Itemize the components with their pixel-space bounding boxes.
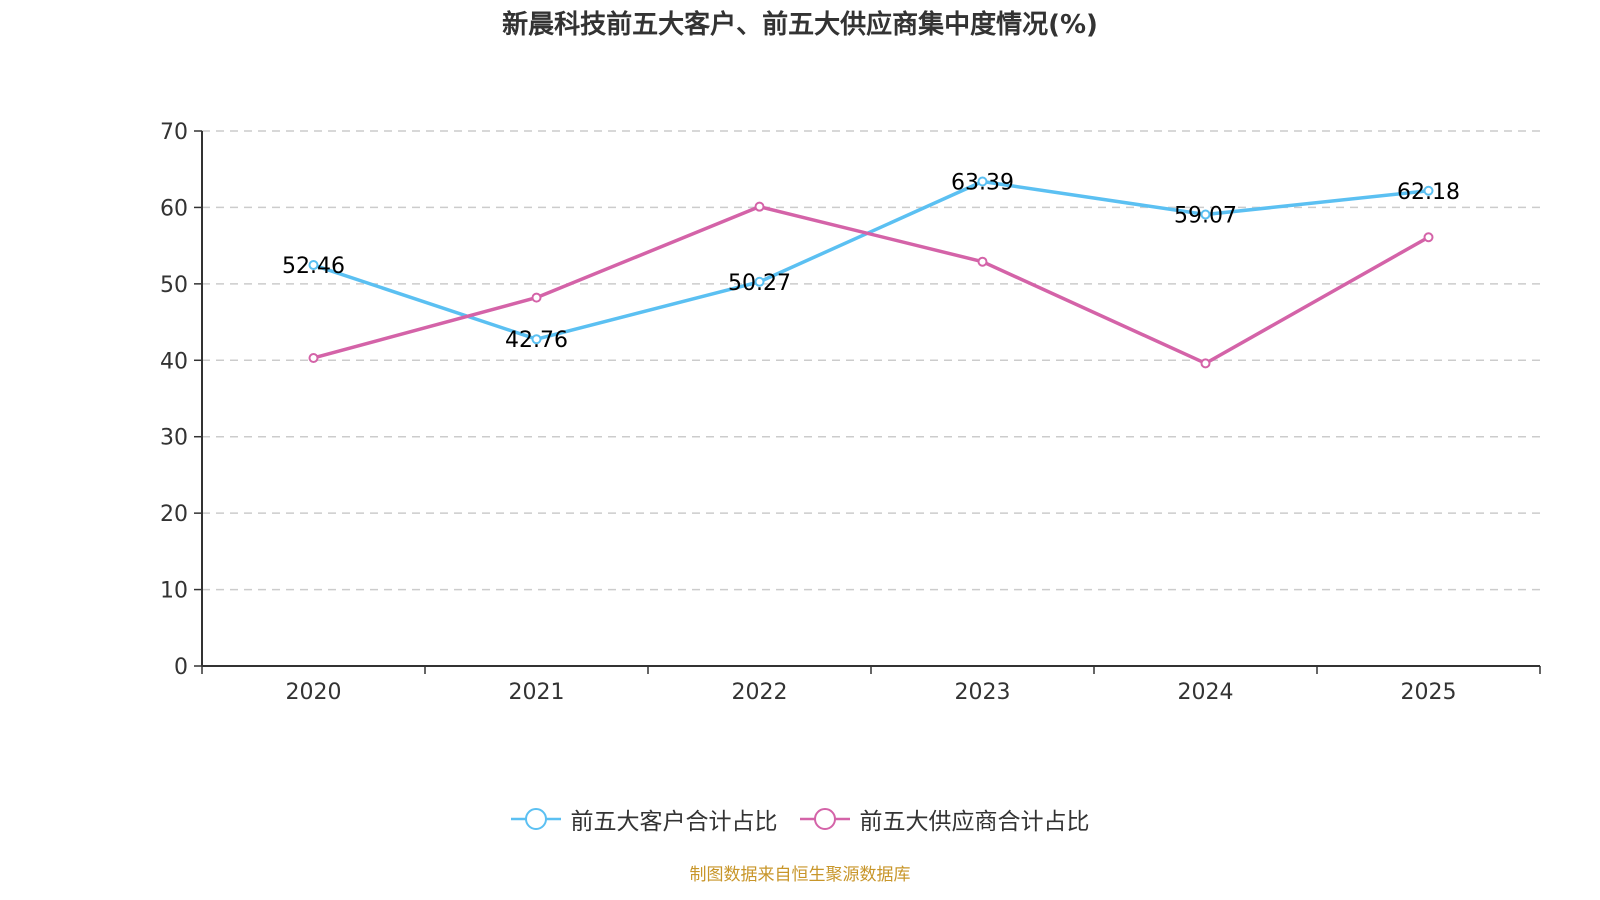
data-label: 52.46 <box>282 254 345 279</box>
y-tick-label: 20 <box>160 502 188 527</box>
data-label: 62.18 <box>1397 180 1460 205</box>
series <box>308 176 1434 369</box>
data-point <box>308 260 319 271</box>
data-point <box>308 352 319 363</box>
axes: 0 10 20 30 40 50 60 70 2020 2021 2022 2023 2024 2025 <box>160 120 1541 705</box>
data-point <box>977 176 988 187</box>
y-tick-label: 0 <box>174 655 188 680</box>
legend-marker-customers-icon <box>510 808 561 830</box>
data-point <box>1200 358 1211 369</box>
x-tick-label: 2025 <box>1401 680 1457 705</box>
y-tick-label: 50 <box>160 273 188 298</box>
x-tick-label: 2021 <box>509 680 565 705</box>
data-point <box>977 256 988 267</box>
x-tick-label: 2022 <box>732 680 788 705</box>
series-line-1 <box>313 204 1430 366</box>
data-point <box>1423 232 1434 243</box>
y-tick-label: 60 <box>160 196 188 221</box>
data-point <box>531 292 542 303</box>
legend-item-suppliers[interactable]: 前五大供应商合计占比 <box>799 802 1090 836</box>
data-point <box>1423 185 1434 196</box>
legend-label-customers: 前五大客户合计占比 <box>570 809 778 835</box>
data-point <box>531 334 542 345</box>
data-label: 42.76 <box>505 328 568 353</box>
data-label: 50.27 <box>728 271 791 296</box>
legend-marker-suppliers-icon <box>799 808 850 830</box>
y-tick-label: 40 <box>160 349 188 374</box>
data-point <box>1200 209 1211 220</box>
data-labels: 52.46 42.76 50.27 63.39 59.07 62.18 <box>282 171 1460 354</box>
legend: 前五大客户合计占比 前五大供应商合计占比 <box>0 802 1600 836</box>
source-note: 制图数据来自恒生聚源数据库 <box>689 865 911 885</box>
data-point <box>754 201 765 212</box>
series-line-0 <box>312 179 1429 341</box>
data-point <box>754 276 765 287</box>
legend-item-customers[interactable]: 前五大客户合计占比 <box>510 802 778 836</box>
y-tick-label: 30 <box>160 426 188 451</box>
data-label: 63.39 <box>951 171 1014 196</box>
legend-label-suppliers: 前五大供应商合计占比 <box>859 809 1090 835</box>
chart-title: 新晨科技前五大客户、前五大供应商集中度情况(%) <box>502 10 1098 40</box>
data-label: 59.07 <box>1174 204 1237 229</box>
y-tick-label: 70 <box>160 120 188 145</box>
x-tick-label: 2024 <box>1178 680 1234 705</box>
x-tick-label: 2020 <box>286 680 342 705</box>
x-tick-label: 2023 <box>955 680 1011 705</box>
y-tick-label: 10 <box>160 579 188 604</box>
